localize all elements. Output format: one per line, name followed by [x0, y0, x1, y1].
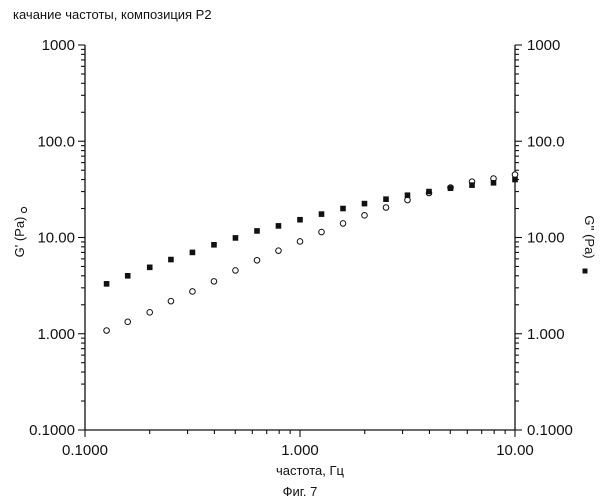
- x-axis-title: частота, Гц: [276, 463, 345, 478]
- g-double-prime-point: [512, 177, 518, 183]
- g-double-prime-point: [448, 185, 454, 191]
- chart-title: качание частоты, композиция P2: [13, 7, 212, 22]
- g-double-prime-point: [297, 217, 303, 223]
- g-double-prime-point: [491, 180, 497, 186]
- y-right-tick-label: 1.000: [527, 326, 565, 343]
- y-right-tick-label: 10.00: [527, 230, 565, 247]
- g-double-prime-point: [362, 201, 368, 207]
- y-right-legend-square-icon: [583, 269, 588, 274]
- g-prime-point: [340, 221, 346, 227]
- g-prime-point: [147, 310, 153, 316]
- data-points: [104, 172, 518, 334]
- g-double-prime-point: [340, 206, 346, 212]
- g-prime-point: [190, 289, 196, 295]
- plot-frame: [21, 45, 587, 430]
- y-left-tick-label: 0.1000: [29, 422, 75, 439]
- y-left-legend-circle-icon: [21, 207, 26, 212]
- g-prime-point: [383, 205, 389, 211]
- g-double-prime-point: [147, 265, 153, 271]
- y-right-tick-label: 100.0: [527, 133, 565, 150]
- x-tick-label: 10.00: [496, 442, 534, 459]
- figure-caption: Фиг. 7: [283, 484, 318, 499]
- g-double-prime-point: [168, 257, 174, 263]
- y-right-tick-label: 1000: [527, 37, 560, 54]
- g-double-prime-point: [383, 196, 389, 202]
- y-left-tick-label: 100.0: [37, 133, 75, 150]
- g-prime-point: [254, 257, 260, 263]
- y-left-tick-label: 1.000: [37, 326, 75, 343]
- g-double-prime-point: [254, 228, 260, 234]
- g-prime-point: [211, 279, 217, 285]
- g-prime-point: [405, 197, 411, 203]
- g-double-prime-point: [405, 192, 411, 198]
- g-prime-point: [168, 298, 174, 304]
- g-prime-point: [362, 213, 368, 219]
- g-double-prime-point: [426, 189, 432, 195]
- g-prime-point: [233, 268, 239, 274]
- g-double-prime-point: [211, 242, 217, 248]
- g-prime-point: [512, 172, 518, 178]
- y-left-tick-label: 10.00: [37, 230, 75, 247]
- g-prime-point: [104, 328, 110, 334]
- g-double-prime-point: [276, 223, 282, 229]
- g-double-prime-point: [233, 235, 239, 241]
- y-axis-title-left: G' (Pa): [12, 217, 27, 258]
- g-double-prime-point: [469, 182, 475, 188]
- y-right-tick-label: 0.1000: [527, 422, 573, 439]
- g-double-prime-point: [104, 281, 110, 287]
- g-prime-point: [125, 319, 131, 325]
- x-tick-label: 0.1000: [62, 442, 108, 459]
- g-prime-point: [276, 248, 282, 254]
- y-left-tick-label: 1000: [42, 37, 75, 54]
- axis-tick-labels: 0.1000 1.000 10.00 1000 100.0 10.00 1.000 0.100…: [29, 37, 573, 459]
- x-tick-label: 1.000: [281, 442, 319, 459]
- g-prime-point: [297, 239, 303, 245]
- g-double-prime-point: [319, 211, 325, 217]
- y-axis-title-right: G'' (Pa): [582, 215, 597, 258]
- g-double-prime-point: [125, 273, 131, 279]
- g-prime-point: [319, 229, 325, 235]
- g-double-prime-point: [190, 250, 196, 256]
